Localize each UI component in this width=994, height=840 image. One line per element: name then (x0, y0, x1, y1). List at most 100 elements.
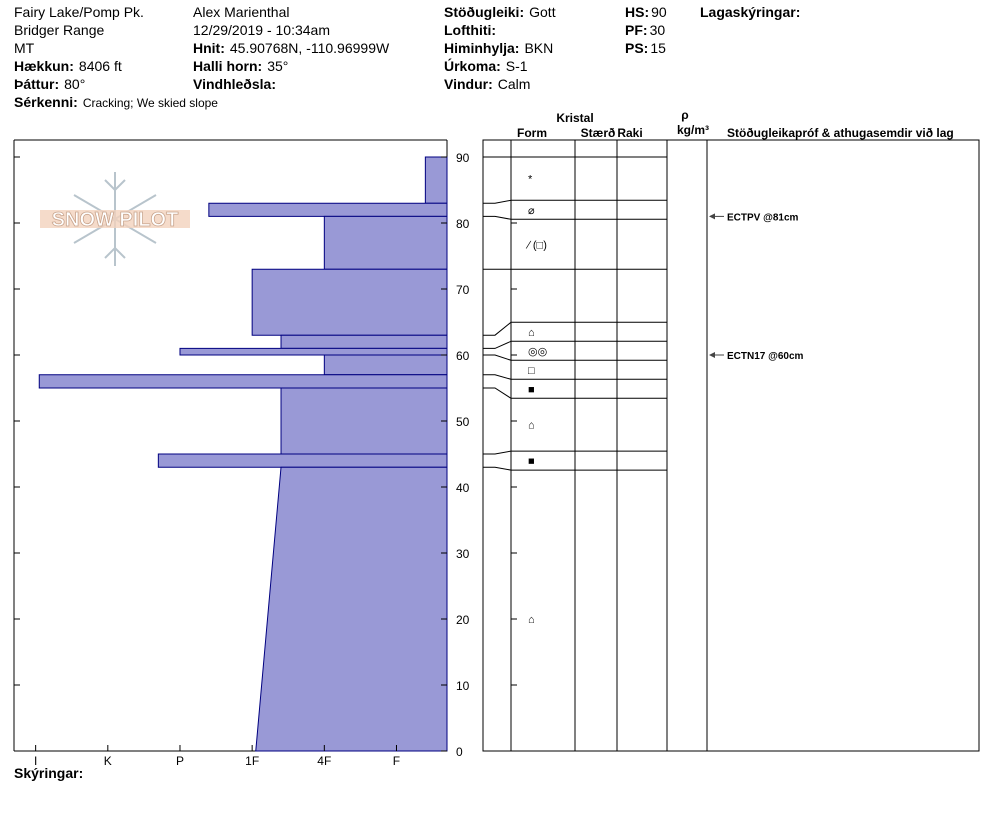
x-tick-label: K (104, 754, 112, 768)
hardness-bar (424, 156, 448, 204)
layer-connector (483, 215, 512, 220)
hardness-bar (179, 347, 448, 356)
table-header: Form (517, 126, 547, 140)
hardness-bar (157, 453, 448, 468)
y-tick-label: 70 (456, 283, 470, 297)
y-tick-label: 0 (456, 745, 463, 759)
layer-connector (483, 199, 512, 204)
field-label: Lofthiti: (444, 22, 496, 38)
field-label: Vindhleðsla: (193, 76, 276, 92)
x-tick-label: I (34, 754, 37, 768)
y-tick-label: 90 (456, 151, 470, 165)
layer-connector (483, 321, 512, 336)
table-header: Stærð (581, 126, 616, 140)
y-tick-label: 50 (456, 415, 470, 429)
field-label: Halli horn: (193, 58, 262, 74)
grain-form: □ (528, 365, 535, 377)
layer-connector (483, 374, 512, 380)
y-tick-label: 40 (456, 481, 470, 495)
field-value: 80° (64, 76, 85, 92)
field-value: Alex Marienthal (193, 4, 290, 20)
header-field: Vindhleðsla: (193, 76, 276, 92)
x-tick-label: 4F (317, 754, 331, 768)
header-field: Hækkun: 8406 ft (14, 58, 122, 74)
y-tick-label: 10 (456, 679, 470, 693)
y-tick-label: 30 (456, 547, 470, 561)
field-label: Stöðugleiki: (444, 4, 524, 20)
field-label: Þáttur: (14, 76, 59, 92)
field-value: 8406 ft (79, 58, 122, 74)
header-field: Halli horn: 35° (193, 58, 288, 74)
grain-form: ∕ (□) (525, 239, 547, 251)
grain-form: ⌂ (528, 614, 535, 626)
field-value: Gott (529, 4, 556, 20)
grain-form: * (528, 174, 533, 186)
hardness-bar (323, 354, 448, 376)
header-field: PF: 30 (625, 22, 665, 38)
table-header: Kristal (556, 111, 593, 125)
field-value: Cracking; We skied slope (83, 96, 218, 110)
hardness-bar (251, 268, 448, 336)
layer-connector (483, 387, 512, 399)
grain-form: ⌀ (528, 205, 535, 217)
field-value: 90 (651, 4, 667, 20)
field-value: Calm (498, 76, 531, 92)
field-label: Sérkenni: (14, 94, 78, 110)
field-value: 35° (267, 58, 288, 74)
header-field: Hnit: 45.90768N, -110.96999W (193, 40, 390, 56)
field-value: MT (14, 40, 35, 56)
logo-band (40, 210, 190, 228)
table-header: Stöðugleikapróf & athugasemdir við lag (727, 126, 954, 140)
layer-table (482, 139, 980, 752)
header-field: Þáttur: 80° (14, 76, 85, 92)
layer-connector (483, 340, 512, 349)
field-value: Bridger Range (14, 22, 104, 38)
header-field: Bridger Range (14, 22, 104, 38)
test-arrowhead (709, 213, 715, 220)
header-field: Sérkenni: Cracking; We skied slope (14, 94, 218, 110)
table-header: Raki (617, 126, 642, 140)
header-field: 12/29/2019 - 10:34am (193, 22, 330, 38)
table-header: ρ (681, 108, 688, 122)
y-tick-label: 20 (456, 613, 470, 627)
header-field: Alex Marienthal (193, 4, 290, 20)
x-tick-label: 1F (245, 754, 259, 768)
field-label: Hækkun: (14, 58, 74, 74)
header-field: Himinhylja: BKN (444, 40, 553, 56)
test-label: ECTN17 @60cm (727, 351, 804, 362)
header-field: Fairy Lake/Pomp Pk. (14, 4, 144, 20)
header-field: HS: 90 (625, 4, 667, 20)
field-value: 15 (650, 40, 666, 56)
logo-text: SNOW PILOT (52, 209, 179, 231)
header-field: Vindur: Calm (444, 76, 530, 92)
footnote: Skýringar: (14, 765, 83, 781)
field-value: 45.90768N, -110.96999W (230, 40, 390, 56)
hardness-bar (255, 466, 448, 752)
layer-connector (483, 354, 512, 361)
field-label: Úrkoma: (444, 57, 501, 74)
header-field: PS: 15 (625, 40, 666, 56)
field-value: BKN (524, 40, 553, 56)
field-value: S-1 (506, 58, 528, 74)
layer-connector (483, 466, 512, 471)
grain-form: ⌂ (528, 327, 535, 339)
table-header: kg/m³ (677, 123, 709, 137)
grain-form: ■ (528, 384, 535, 396)
layer-connector (483, 450, 512, 455)
layer-notes-title: Lagaskýringar: (700, 4, 800, 20)
field-label: HS: (625, 4, 649, 20)
x-tick-label: F (393, 754, 400, 768)
grain-form: ⌂ (528, 420, 535, 432)
x-tick-label: P (176, 754, 184, 768)
field-label: Hnit: (193, 40, 225, 56)
hardness-bar (323, 215, 448, 270)
test-label: ECTPV @81cm (727, 212, 799, 223)
field-value: Fairy Lake/Pomp Pk. (14, 4, 144, 20)
grain-form: ◎◎ (528, 346, 547, 358)
hardness-bar (208, 202, 448, 217)
y-tick-label: 60 (456, 349, 470, 363)
header-field: Úrkoma: S-1 (444, 57, 528, 74)
header-field: MT (14, 40, 35, 56)
field-label: PS: (625, 40, 648, 56)
